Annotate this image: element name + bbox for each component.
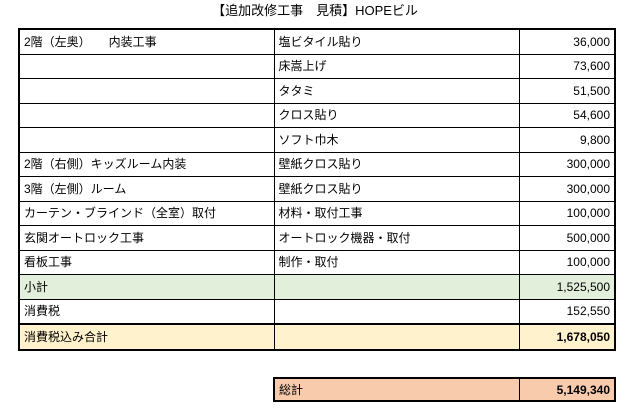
table-row: 消費税 152,550 — [18, 298, 616, 325]
cell-item: 床嵩上げ — [273, 53, 520, 79]
grand-total-label: 総計 — [273, 377, 520, 402]
cell-item: 塩ビタイル貼り — [273, 28, 520, 55]
cell-amount: 152,550 — [518, 298, 616, 325]
cell-amount: 51,500 — [518, 78, 616, 104]
cell-item — [273, 298, 520, 325]
cell-section — [18, 53, 275, 79]
cell-item — [273, 274, 520, 300]
table-row: 床嵩上げ 73,600 — [18, 53, 616, 79]
cell-section: 3階（左側）ルーム — [18, 176, 275, 202]
cell-section: 2階（左奥） 内装工事 — [18, 28, 275, 55]
cell-item — [273, 323, 520, 350]
cell-amount: 100,000 — [518, 200, 616, 226]
cell-item: ソフト巾木 — [273, 127, 520, 153]
cell-amount: 1,525,500 — [518, 274, 616, 300]
cell-item: 壁紙クロス貼り — [273, 151, 520, 177]
cell-amount: 73,600 — [518, 53, 616, 79]
cell-amount: 54,600 — [518, 102, 616, 128]
cell-amount: 500,000 — [518, 225, 616, 251]
table-row: 2階（左奥） 内装工事 塩ビタイル貼り 36,000 — [18, 28, 616, 55]
table-row: 玄関オートロック工事 オートロック機器・取付 500,000 — [18, 225, 616, 251]
cell-item: 制作・取付 — [273, 249, 520, 275]
estimate-table: 2階（左奥） 内装工事 塩ビタイル貼り 36,000 床嵩上げ 73,600 タ… — [18, 28, 616, 351]
table-row: 3階（左側）ルーム 壁紙クロス貼り 300,000 — [18, 176, 616, 202]
cell-item: クロス貼り — [273, 102, 520, 128]
cell-amount: 300,000 — [518, 151, 616, 177]
cell-amount: 9,800 — [518, 127, 616, 153]
grand-total-amount: 5,149,340 — [518, 377, 616, 402]
cell-amount: 300,000 — [518, 176, 616, 202]
document-title: 【追加改修工事 見積】HOPEビル — [212, 3, 418, 18]
table-row: 2階（右側）キッズルーム内装 壁紙クロス貼り 300,000 — [18, 151, 616, 177]
cell-item: タタミ — [273, 78, 520, 104]
cell-section — [18, 127, 275, 153]
cell-item: 材料・取付工事 — [273, 200, 520, 226]
cell-section: 小計 — [18, 274, 275, 300]
cell-section: カーテン・ブラインド（全室）取付 — [18, 200, 275, 226]
cell-section: 2階（右側）キッズルーム内装 — [18, 151, 275, 177]
grand-total-row: 総計 5,149,340 — [273, 377, 616, 402]
cell-section: 消費税 — [18, 298, 275, 325]
table-row: 消費税込み合計 1,678,050 — [18, 323, 616, 350]
table-row: ソフト巾木 9,800 — [18, 127, 616, 153]
cell-section: 玄関オートロック工事 — [18, 225, 275, 251]
table-row: クロス貼り 54,600 — [18, 102, 616, 128]
cell-section — [18, 102, 275, 128]
cell-amount: 100,000 — [518, 249, 616, 275]
cell-section: 看板工事 — [18, 249, 275, 275]
table-row: 小計 1,525,500 — [18, 274, 616, 300]
table-row: タタミ 51,500 — [18, 78, 616, 104]
table-row: カーテン・ブラインド（全室）取付 材料・取付工事 100,000 — [18, 200, 616, 226]
cell-item: オートロック機器・取付 — [273, 225, 520, 251]
grand-total-table: 総計 5,149,340 — [273, 377, 616, 402]
estimate-table-body: 2階（左奥） 内装工事 塩ビタイル貼り 36,000 床嵩上げ 73,600 タ… — [18, 28, 616, 350]
cell-item: 壁紙クロス貼り — [273, 176, 520, 202]
cell-amount: 36,000 — [518, 28, 616, 55]
cell-section: 消費税込み合計 — [18, 323, 275, 350]
cell-amount: 1,678,050 — [518, 323, 616, 350]
cell-section — [18, 78, 275, 104]
table-row: 看板工事 制作・取付 100,000 — [18, 249, 616, 275]
